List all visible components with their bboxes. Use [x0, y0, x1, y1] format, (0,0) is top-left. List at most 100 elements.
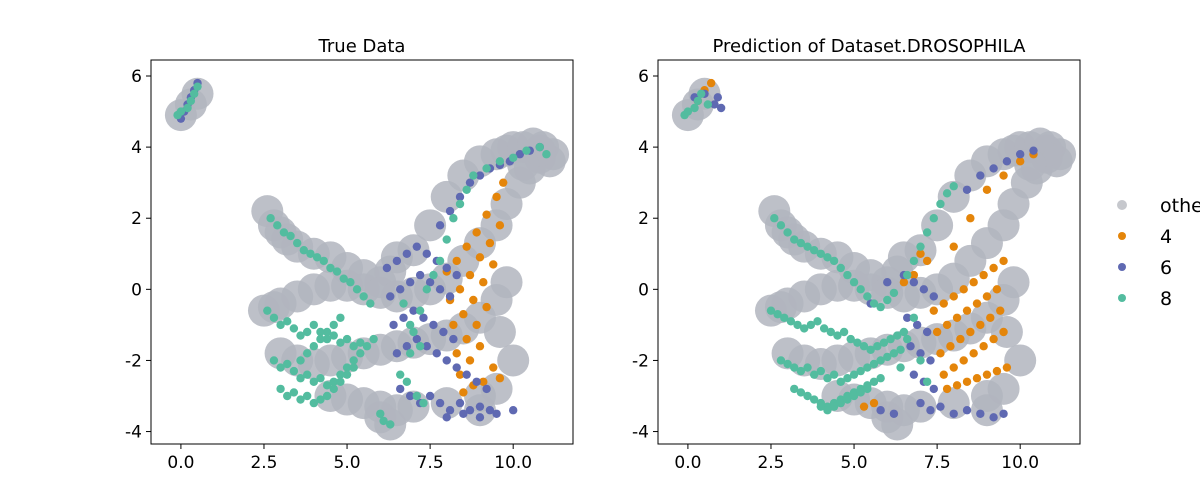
point-class-4	[499, 178, 508, 187]
legend-marker-8	[1118, 294, 1126, 302]
point-class-6	[399, 313, 408, 322]
point-class-8	[309, 377, 319, 386]
plot-frame-true-data	[150, 59, 574, 445]
point-class-8	[942, 189, 952, 198]
point-class-6	[455, 192, 465, 202]
point-class-8	[816, 402, 826, 411]
point-class-8	[869, 359, 879, 369]
point-class-8	[790, 384, 799, 394]
point-class-8	[922, 228, 932, 237]
point-class-8	[429, 270, 438, 280]
point-other	[414, 209, 447, 242]
point-class-6	[475, 171, 485, 180]
point-class-8	[829, 402, 839, 411]
point-class-4	[989, 334, 998, 344]
point-class-8	[816, 249, 826, 258]
point-class-8	[276, 384, 285, 394]
point-class-6	[462, 370, 471, 379]
point-class-8	[309, 398, 319, 408]
point-class-8	[396, 370, 405, 379]
point-class-6	[989, 164, 998, 173]
point-class-8	[346, 278, 355, 287]
point-class-8	[449, 214, 458, 223]
point-class-8	[809, 370, 819, 379]
point-class-4	[979, 270, 988, 280]
point-class-4	[952, 381, 962, 390]
point-class-8	[863, 292, 872, 301]
point-class-6	[976, 171, 985, 180]
point-class-8	[829, 256, 839, 266]
point-class-8	[289, 388, 299, 397]
point-class-4	[949, 242, 958, 251]
point-class-8	[316, 395, 325, 404]
point-class-4	[485, 238, 495, 248]
point-class-6	[405, 391, 415, 401]
y-tick-label: 6	[131, 67, 142, 87]
point-class-8	[909, 313, 919, 322]
point-class-8	[836, 263, 845, 273]
point-class-8	[693, 96, 703, 106]
point-class-8	[269, 313, 279, 322]
point-class-8	[322, 381, 332, 390]
point-class-8	[322, 334, 332, 344]
point-class-4	[922, 256, 932, 266]
point-class-8	[349, 342, 358, 351]
point-class-6	[710, 100, 719, 109]
x-tick-label: 5.0	[841, 453, 868, 473]
point-class-8	[299, 246, 309, 255]
point-class-8	[803, 391, 812, 401]
point-class-4	[972, 299, 982, 308]
point-class-8	[283, 317, 292, 326]
point-class-8	[790, 363, 799, 372]
point-class-8	[469, 171, 478, 180]
point-class-6	[405, 278, 415, 287]
point-class-6	[419, 313, 428, 322]
point-other	[397, 234, 430, 267]
point-class-4	[979, 342, 988, 351]
point-class-4	[489, 260, 498, 269]
point-class-6	[429, 320, 438, 330]
point-class-8	[886, 334, 895, 344]
legend: other 4 6 8	[1117, 195, 1200, 310]
point-class-4	[952, 313, 962, 322]
point-class-6	[962, 406, 972, 415]
point-class-8	[435, 256, 445, 266]
point-class-8	[359, 292, 368, 301]
point-class-8	[823, 406, 832, 415]
point-class-6	[919, 285, 929, 294]
y-tick-label: -4	[632, 423, 649, 443]
point-class-8	[495, 157, 505, 166]
point-class-4	[449, 320, 458, 330]
point-class-6	[989, 413, 998, 422]
point-class-8	[813, 317, 822, 326]
point-other	[1004, 344, 1037, 377]
point-class-4	[706, 78, 716, 88]
point-class-8	[843, 374, 852, 383]
point-other	[937, 387, 970, 420]
point-class-8	[286, 231, 295, 241]
x-tick-label: 5.0	[334, 453, 361, 473]
point-class-8	[696, 89, 706, 98]
point-class-8	[316, 374, 325, 383]
point-class-4	[969, 349, 978, 358]
point-class-4	[899, 278, 909, 287]
panel-title-true-data: True Data	[318, 36, 406, 57]
point-class-8	[766, 306, 776, 315]
point-class-4	[959, 285, 968, 294]
point-class-4	[909, 270, 919, 280]
point-other	[970, 394, 1003, 427]
point-class-6	[1015, 150, 1025, 159]
point-class-8	[903, 270, 912, 280]
point-class-8	[276, 320, 285, 330]
point-class-6	[936, 402, 945, 411]
point-class-8	[909, 256, 919, 266]
point-class-6	[432, 349, 441, 358]
point-class-8	[336, 377, 345, 386]
point-class-8	[283, 391, 292, 401]
point-class-4	[459, 310, 468, 319]
point-class-8	[342, 370, 352, 379]
point-class-4	[946, 342, 955, 351]
point-class-6	[929, 292, 938, 301]
point-class-8	[793, 320, 802, 330]
point-class-6	[475, 413, 485, 422]
